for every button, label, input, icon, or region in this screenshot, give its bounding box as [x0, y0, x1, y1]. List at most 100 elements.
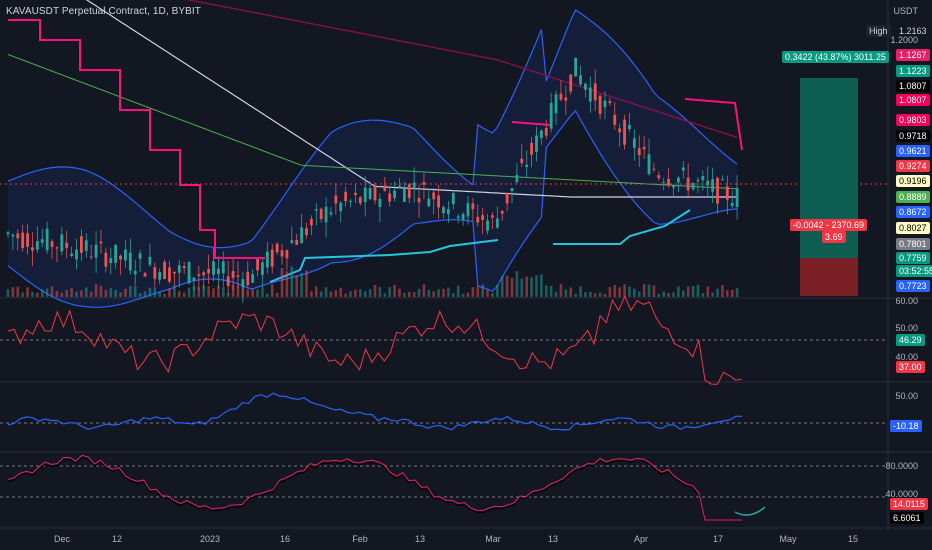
price-tag: 0.7723 — [896, 280, 930, 292]
time-axis-label: 16 — [280, 534, 290, 544]
candle-body — [373, 186, 377, 201]
candle-body — [6, 232, 10, 235]
volume-bar — [280, 268, 284, 297]
volume-bar — [359, 289, 362, 297]
candle-body — [407, 184, 411, 199]
volume-bar — [383, 293, 387, 297]
candle-body — [339, 203, 343, 212]
candle-body — [324, 206, 328, 223]
price-tag: 0.9803 — [896, 114, 930, 126]
volume-bar — [530, 277, 533, 297]
candle-body — [133, 270, 137, 275]
stoch-tick: 40.0000 — [885, 489, 918, 499]
volume-bar — [417, 288, 421, 297]
price-tag: 0.7759 — [896, 252, 930, 264]
time-axis-label: 17 — [713, 534, 723, 544]
candle-body — [637, 148, 641, 156]
candle-body — [549, 102, 553, 129]
candle-body — [588, 87, 592, 102]
candle-body — [363, 187, 367, 203]
candle-body — [172, 271, 176, 274]
candle-body — [261, 262, 264, 275]
position-target-label: 0.3422 (43.87%) 3011.25 — [782, 51, 889, 63]
volume-bar — [40, 289, 44, 297]
volume-bar — [437, 289, 440, 297]
volume-bar — [251, 289, 254, 297]
volume-bar — [114, 289, 117, 297]
candle-body — [94, 244, 98, 258]
volume-bar — [222, 286, 225, 297]
volume-bar — [275, 292, 279, 297]
volume-bar — [314, 286, 318, 297]
candle-body — [554, 94, 558, 114]
candle-body — [124, 249, 127, 261]
volume-bar — [564, 289, 568, 297]
volume-bar — [618, 287, 621, 297]
candle-body — [168, 267, 171, 282]
candle-body — [349, 200, 352, 202]
candle-body — [40, 239, 44, 243]
candle-body — [305, 228, 308, 236]
candle-body — [241, 279, 245, 288]
candle-body — [104, 252, 108, 267]
volume-bar — [31, 291, 34, 297]
volume-bar — [681, 290, 685, 297]
candle-body — [212, 261, 215, 275]
volume-bar — [55, 291, 59, 297]
candle-body — [187, 262, 191, 284]
candle-body — [432, 192, 436, 200]
time-axis-label: Dec — [54, 534, 71, 544]
candle-body — [628, 124, 631, 129]
volume-bar — [80, 290, 83, 297]
volume-bar — [158, 292, 161, 297]
candle-body — [623, 119, 626, 145]
volume-bar — [168, 288, 171, 297]
volume-bar — [393, 284, 396, 297]
candle-body — [319, 208, 323, 220]
candle-body — [579, 75, 582, 85]
volume-bar — [520, 278, 524, 297]
candle-body — [35, 241, 39, 250]
candle-body — [574, 57, 578, 77]
candle-body — [236, 275, 240, 277]
candle-body — [539, 130, 543, 139]
candle-body — [226, 276, 230, 286]
volume-bar — [525, 276, 528, 297]
candle-body — [383, 185, 387, 191]
currency-label: USDT — [893, 6, 919, 16]
candle-body — [505, 192, 509, 204]
time-axis-label: 15 — [848, 534, 858, 544]
volume-bar — [138, 293, 142, 297]
volume-bar — [510, 277, 514, 297]
candle-body — [26, 233, 29, 247]
volume-bar — [696, 284, 700, 297]
volume-bar — [589, 291, 592, 297]
volume-bar — [226, 293, 230, 297]
stoch-signal-line — [7, 456, 742, 521]
volume-bar — [153, 287, 157, 297]
volume-bar — [373, 284, 377, 297]
candle-body — [608, 101, 612, 104]
candle-body — [735, 187, 739, 208]
candle-body — [544, 127, 548, 136]
candle-body — [21, 232, 25, 248]
volume-bar — [442, 288, 445, 297]
candle-body — [148, 256, 152, 265]
volume-bar — [266, 293, 269, 297]
candle-body — [31, 247, 34, 251]
volume-bar — [163, 293, 166, 297]
rsi-tick: 50.00 — [895, 323, 918, 333]
candle-body — [75, 249, 78, 260]
volume-bar — [481, 284, 484, 297]
candle-body — [652, 168, 656, 170]
price-tag: 0.8889 — [896, 191, 930, 203]
volume-bar — [500, 276, 504, 297]
moving-average-green — [7, 54, 738, 190]
candle-body — [11, 234, 15, 237]
candle-body — [422, 182, 426, 185]
candle-body — [138, 253, 142, 259]
candle-body — [143, 273, 147, 277]
volume-bar — [623, 284, 626, 297]
volume-bar — [246, 289, 250, 297]
